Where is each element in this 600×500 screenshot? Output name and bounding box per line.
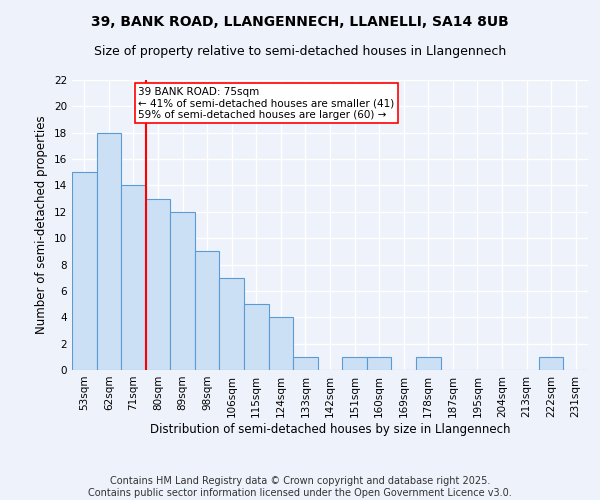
Bar: [220, 278, 244, 370]
Bar: [293, 357, 318, 370]
Text: 39, BANK ROAD, LLANGENNECH, LLANELLI, SA14 8UB: 39, BANK ROAD, LLANGENNECH, LLANELLI, SA…: [91, 15, 509, 29]
Bar: [269, 318, 293, 370]
Bar: [244, 304, 269, 370]
Bar: [97, 132, 121, 370]
Bar: [121, 186, 146, 370]
X-axis label: Distribution of semi-detached houses by size in Llangennech: Distribution of semi-detached houses by …: [150, 422, 510, 436]
Bar: [170, 212, 195, 370]
Text: Contains HM Land Registry data © Crown copyright and database right 2025.
Contai: Contains HM Land Registry data © Crown c…: [88, 476, 512, 498]
Bar: [367, 357, 391, 370]
Bar: [342, 357, 367, 370]
Bar: [72, 172, 97, 370]
Bar: [195, 252, 220, 370]
Bar: [416, 357, 440, 370]
Bar: [146, 198, 170, 370]
Text: 39 BANK ROAD: 75sqm
← 41% of semi-detached houses are smaller (41)
59% of semi-d: 39 BANK ROAD: 75sqm ← 41% of semi-detach…: [139, 86, 395, 120]
Y-axis label: Number of semi-detached properties: Number of semi-detached properties: [35, 116, 49, 334]
Text: Size of property relative to semi-detached houses in Llangennech: Size of property relative to semi-detach…: [94, 45, 506, 58]
Bar: [539, 357, 563, 370]
